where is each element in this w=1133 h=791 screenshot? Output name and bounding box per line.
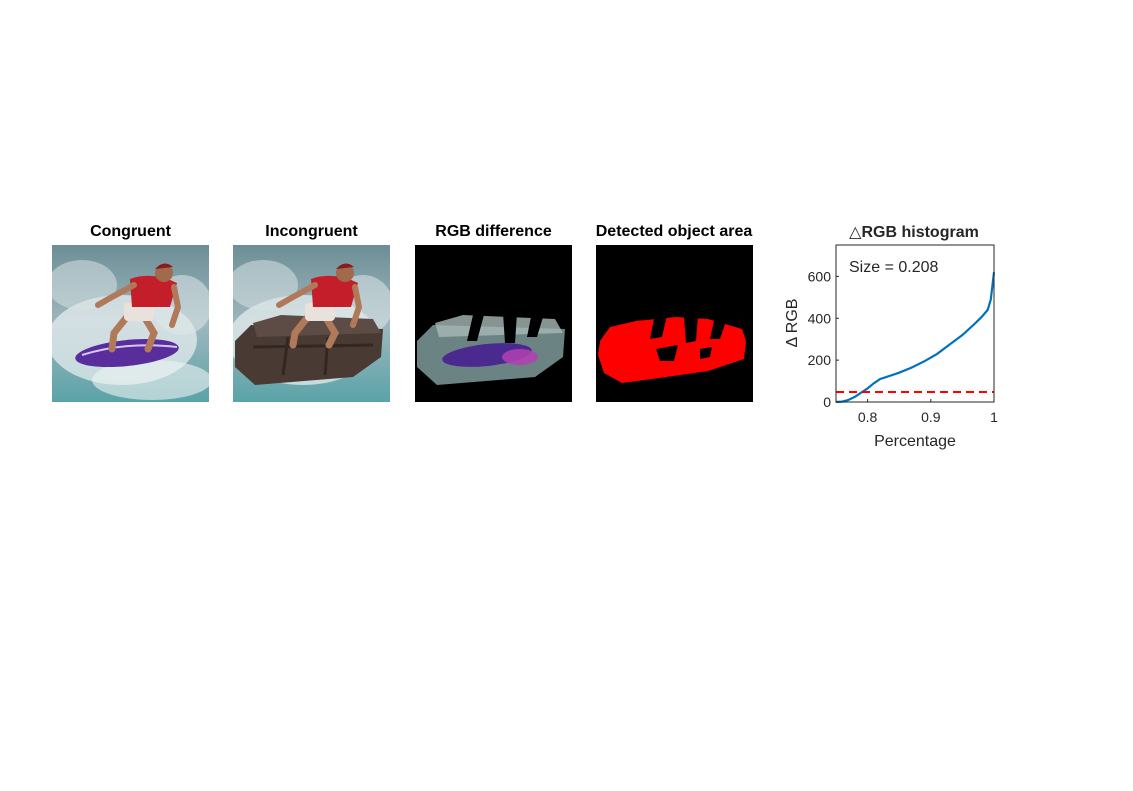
- sofa-back: [253, 315, 381, 337]
- x-tick-label: 1: [990, 409, 998, 425]
- rgb-histogram-chart: △RGB histogram Size = 0.208 0.8 0.9 1 0 200 4…: [784, 224, 998, 450]
- sofa-body: [235, 325, 383, 385]
- x-tick-label: 0.8: [858, 409, 878, 425]
- congruent-image: [52, 245, 209, 402]
- mask-hole: [650, 311, 668, 339]
- y-axis-label: Δ RGB: [784, 299, 801, 348]
- panel-title-incongruent: Incongruent: [265, 223, 358, 240]
- mask-hole: [656, 345, 678, 361]
- panel-title-detected-object-area: Detected object area: [595, 223, 753, 240]
- occlusion-shadow: [467, 311, 485, 341]
- chart-title: △RGB histogram: [849, 224, 979, 241]
- surfer-shirt: [130, 275, 177, 307]
- y-tick-label: 0: [823, 394, 831, 410]
- panel-title-rgb-difference: RGB difference: [435, 223, 552, 240]
- difference-highlight: [502, 349, 538, 365]
- y-tick-label: 400: [808, 310, 832, 326]
- surfboard-stripe: [81, 344, 178, 356]
- surfer-shorts: [124, 303, 154, 321]
- rgb-difference-image: [415, 245, 572, 402]
- plot-area: [835, 272, 996, 404]
- occlusion-shadow: [527, 317, 543, 337]
- surfer-arm: [350, 284, 363, 328]
- occlusion-shadow: [503, 313, 517, 343]
- surfer-arm: [95, 282, 137, 308]
- surfer-shorts: [305, 303, 335, 321]
- y-tick-label: 600: [808, 268, 832, 284]
- surfer-cap: [336, 263, 354, 269]
- axes-box: [835, 244, 995, 403]
- foam-splash: [52, 260, 117, 310]
- surfer-cap: [155, 263, 173, 269]
- detected-object-area-image: [596, 245, 753, 402]
- rgb-curve: [835, 272, 996, 404]
- x-tick-label: 0.9: [921, 409, 941, 425]
- x-axis-label: Percentage: [874, 433, 956, 450]
- mask-hole: [710, 321, 726, 339]
- incongruent-image: [233, 245, 390, 402]
- mask-hole: [700, 347, 712, 359]
- foam-splash: [92, 360, 209, 400]
- mask-hole: [684, 315, 698, 343]
- foam-splash: [233, 260, 298, 310]
- surfer-arm: [276, 282, 318, 308]
- size-annotation: Size = 0.208: [849, 259, 939, 276]
- surfer-arm: [169, 284, 182, 328]
- axis-ticks: 0.8 0.9 1 0 200 400 600: [808, 268, 998, 425]
- surfer-shirt: [311, 275, 358, 307]
- y-tick-label: 200: [808, 352, 832, 368]
- panel-title-congruent: Congruent: [90, 223, 171, 240]
